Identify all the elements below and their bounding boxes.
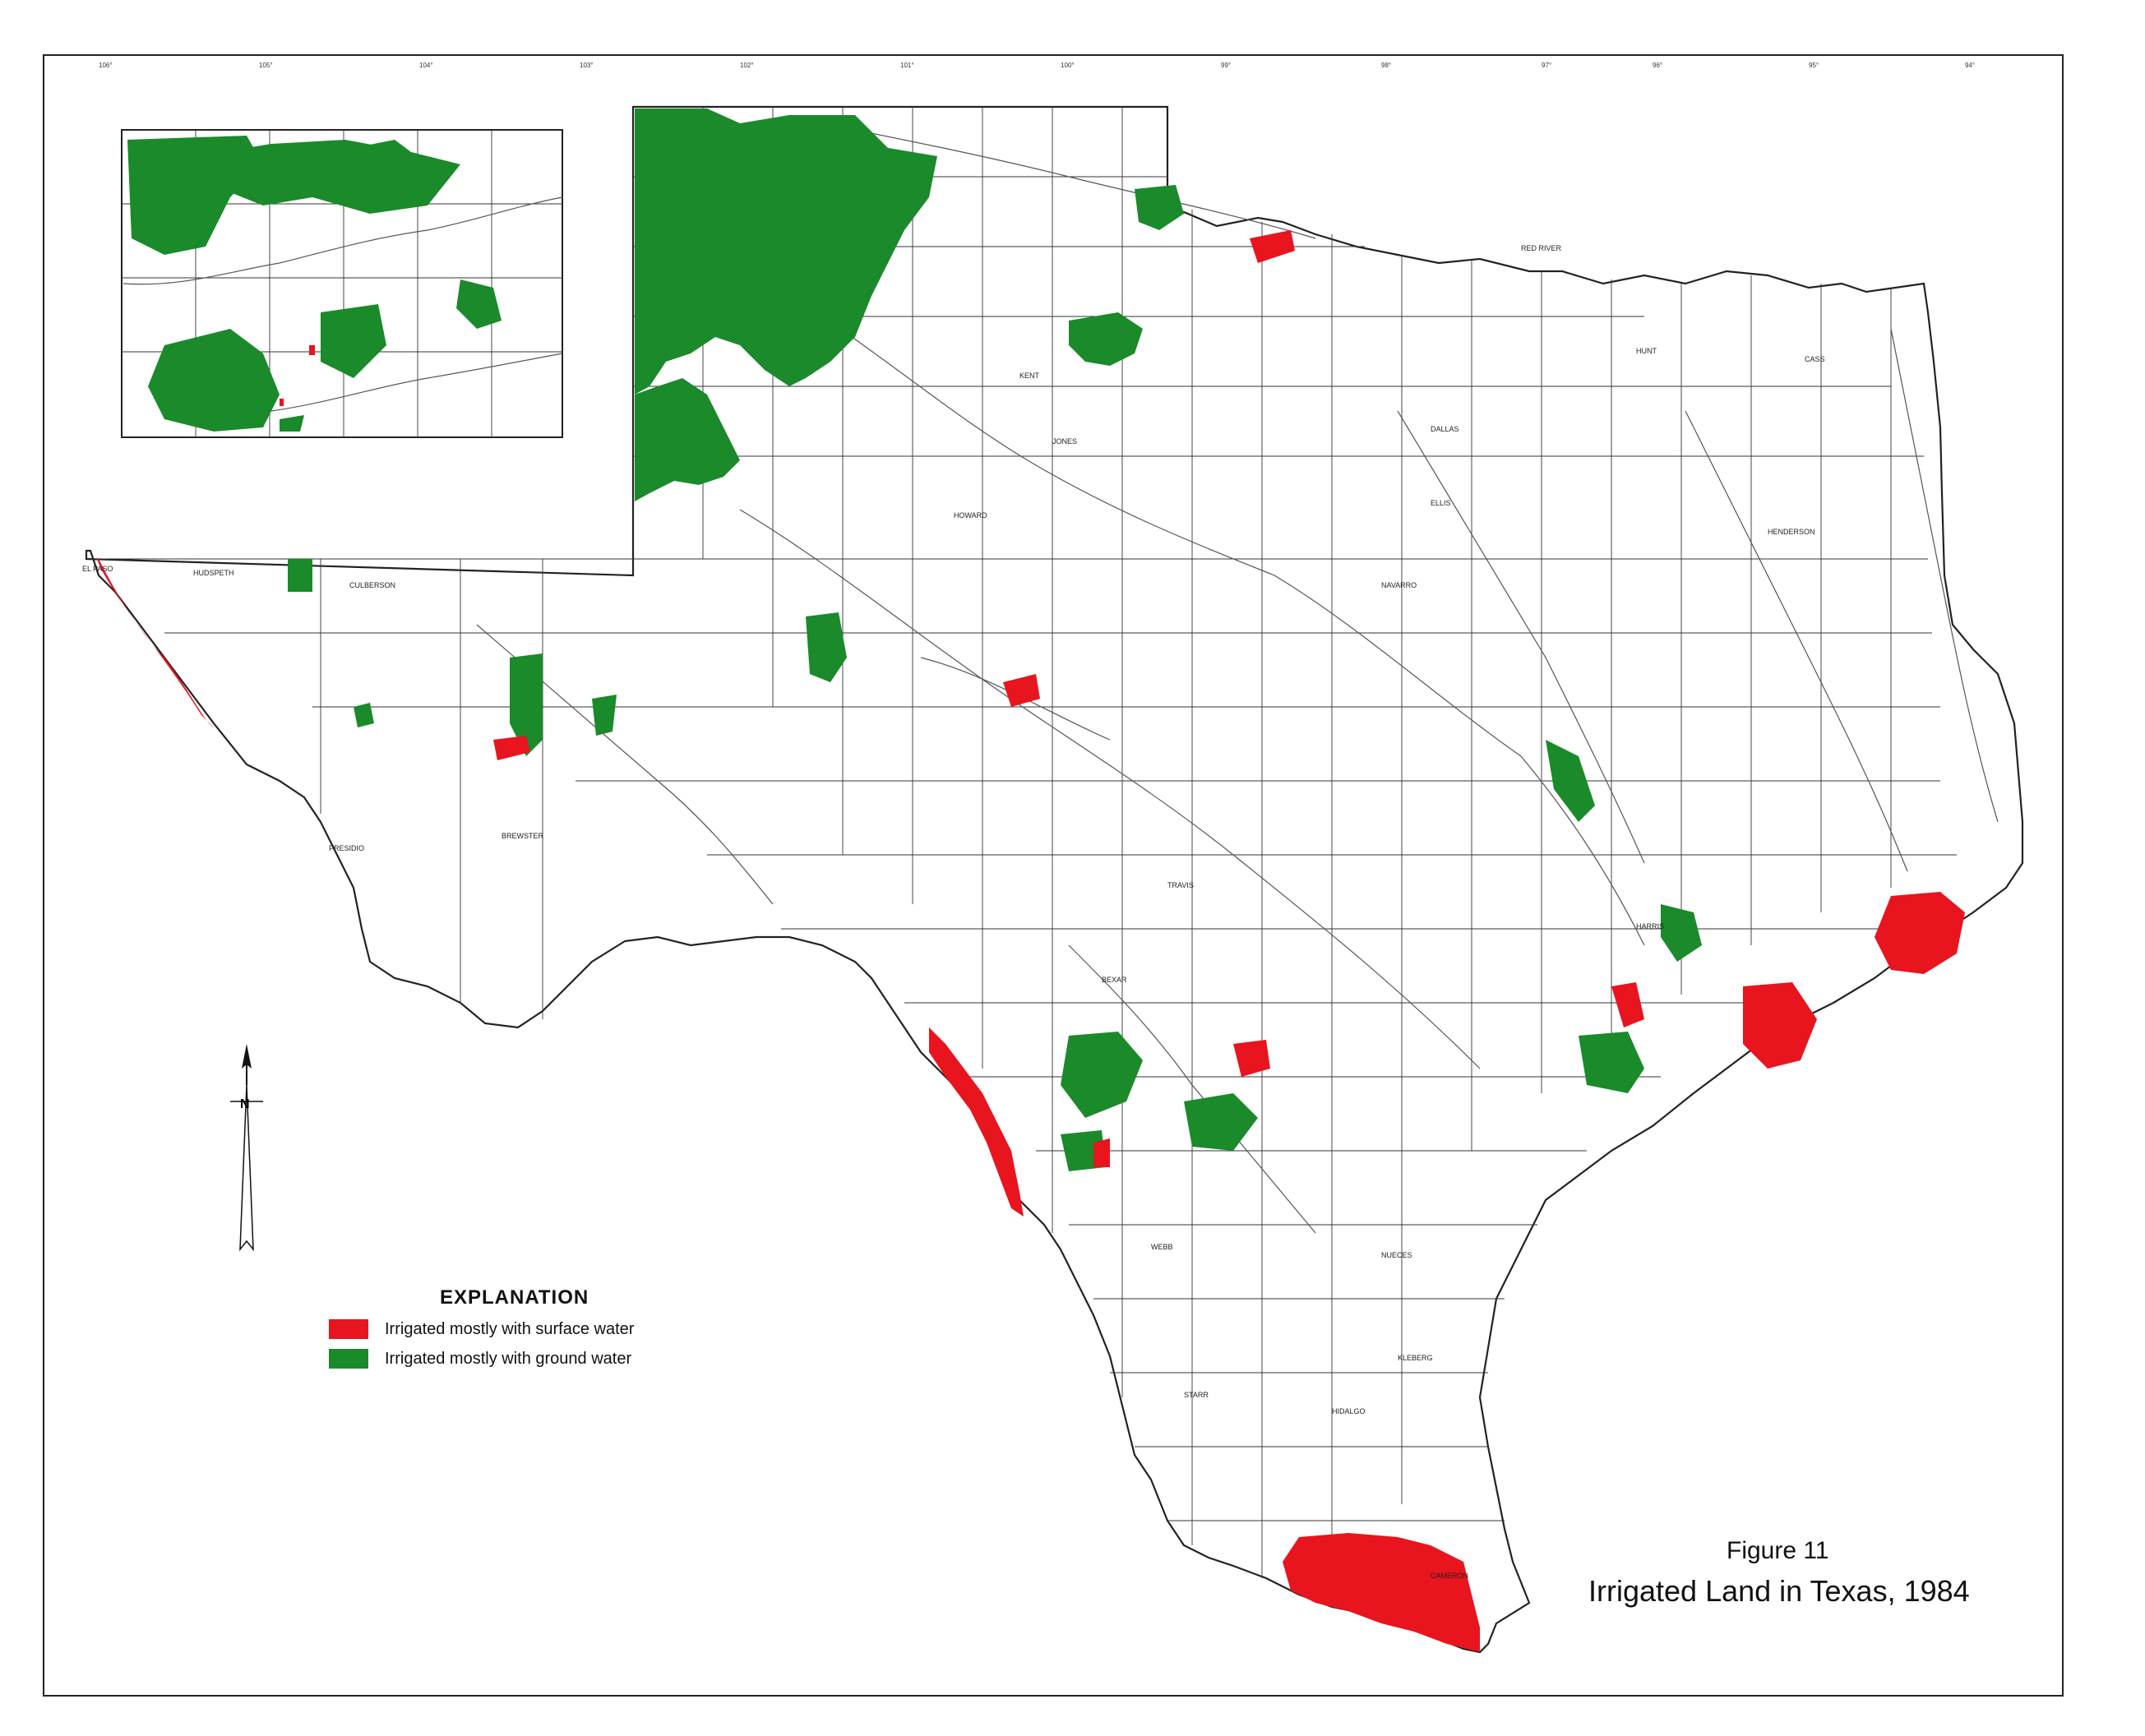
county-label: HOWARD	[954, 511, 987, 519]
figure-title: Irrigated Land in Texas, 1984	[1588, 1574, 1970, 1608]
county-label: TRAVIS	[1167, 881, 1194, 889]
groundwater-areas	[288, 108, 1702, 1171]
county-label: KENT	[1019, 372, 1040, 380]
county-label: NUECES	[1381, 1251, 1412, 1259]
county-label: PRESIDIO	[329, 844, 364, 852]
legend: EXPLANATION Irrigated mostly with surfac…	[329, 1286, 756, 1369]
county-label: JONES	[1052, 437, 1077, 446]
county-label: HARRIS	[1636, 922, 1664, 930]
county-label: DALLAS	[1431, 425, 1459, 433]
lon-label: 98°	[1381, 62, 1391, 69]
inset-groundwater-areas	[127, 136, 502, 432]
county-labels: RED RIVER CASS HUNT DALLAS ELLIS NAVARRO…	[82, 244, 1825, 1580]
lon-label: 96°	[1653, 62, 1662, 69]
lon-label: 97°	[1542, 62, 1551, 69]
county-label: CULBERSON	[349, 581, 395, 589]
lon-label: 104°	[419, 62, 433, 69]
lon-label: 103°	[580, 62, 594, 69]
map-frame	[43, 54, 2064, 1697]
county-label: CAMERON	[1431, 1572, 1468, 1580]
north-label: N	[240, 1097, 250, 1111]
legend-label: Irrigated mostly with ground water	[385, 1349, 632, 1368]
county-label: NAVARRO	[1381, 581, 1417, 589]
county-label: HIDALGO	[1332, 1407, 1366, 1415]
county-label: STARR	[1184, 1391, 1209, 1399]
lon-label: 101°	[900, 62, 914, 69]
surface-water-swatch	[329, 1319, 368, 1339]
county-label: RED RIVER	[1521, 244, 1562, 252]
county-label: BREWSTER	[502, 832, 544, 840]
legend-title: EXPLANATION	[440, 1286, 589, 1309]
lon-label: 95°	[1809, 62, 1819, 69]
county-label: CASS	[1805, 355, 1825, 363]
county-label: BEXAR	[1102, 976, 1127, 984]
lon-label: 100°	[1061, 62, 1075, 69]
lon-label: 102°	[740, 62, 754, 69]
county-label: HUDSPETH	[193, 569, 234, 577]
ground-water-swatch	[329, 1349, 368, 1369]
county-label: HUNT	[1636, 347, 1657, 355]
county-label: ELLIS	[1431, 499, 1451, 507]
figure-number: Figure 11	[1727, 1537, 1829, 1564]
lon-label: 106°	[99, 62, 113, 69]
lon-label: 99°	[1221, 62, 1231, 69]
county-label: WEBB	[1151, 1243, 1173, 1251]
longitude-labels-top: 106° 105° 104° 103° 102° 101° 100° 99° 9…	[99, 62, 1975, 69]
county-label: KLEBERG	[1398, 1354, 1433, 1362]
surfacewater-areas	[97, 230, 1965, 1652]
legend-item-surface: Irrigated mostly with surface water	[329, 1319, 756, 1339]
north-arrow-icon: N	[230, 1044, 263, 1252]
county-label: HENDERSON	[1768, 528, 1815, 536]
inset-surfacewater-areas	[280, 345, 315, 406]
legend-label: Irrigated mostly with surface water	[385, 1319, 635, 1338]
lon-label: 94°	[1965, 62, 1975, 69]
legend-item-ground: Irrigated mostly with ground water	[329, 1349, 756, 1369]
panhandle-inset	[121, 129, 563, 438]
county-label: EL PASO	[82, 565, 113, 573]
lon-label: 105°	[259, 62, 273, 69]
